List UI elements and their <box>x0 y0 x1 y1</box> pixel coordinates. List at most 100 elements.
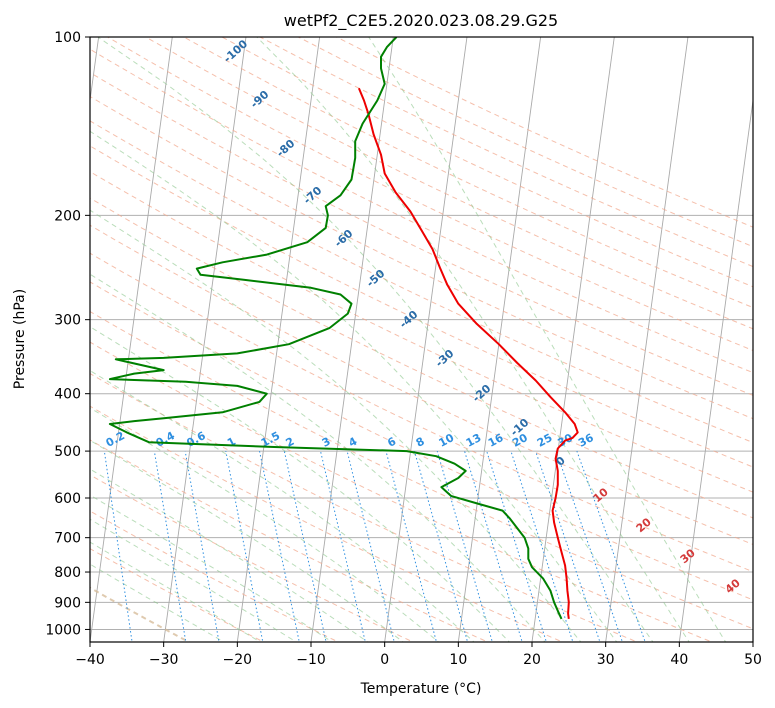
dry-adiabat-line <box>90 281 753 601</box>
reference-line-labels: 0.1 0.2 0.4 0.6 1 1.5 2 3 4 6 8 10 13 16 20 25 30 36-100-… <box>104 37 743 596</box>
dry-adiabat-line <box>90 548 265 642</box>
x-tick-label: −20 <box>223 652 253 668</box>
moist-adiabat-line <box>90 518 298 642</box>
dry-adiabat-line <box>90 171 753 493</box>
moist-adiabat-line <box>90 326 511 642</box>
mixing-ratio-label: 16 <box>486 431 506 450</box>
dry-adiabat-line <box>90 145 753 468</box>
mixing-ratio-label: 0.6 <box>184 429 208 450</box>
dry-adiabat-line <box>90 310 753 630</box>
chart-title: wetPf2_C2E5.2020.023.08.29.G25 <box>284 11 558 31</box>
dry-adiabat-line <box>145 37 753 330</box>
mixing-ratio-line <box>555 450 623 642</box>
isotherm-line <box>384 37 468 642</box>
mixing-ratio-line <box>385 450 437 642</box>
moist-adiabat-line <box>90 439 404 642</box>
mixing-ratio-label: 10 <box>437 431 457 450</box>
mixing-ratio-label: 13 <box>464 431 484 450</box>
y-tick-label: 400 <box>54 387 81 403</box>
mixing-ratio-line <box>464 450 523 642</box>
moist-adiabat-line <box>90 563 225 642</box>
mixing-ratio-label: 0.2 <box>104 429 127 450</box>
mixing-ratio-line <box>57 451 82 644</box>
moist-adiabat-line <box>97 37 654 642</box>
moist-adiabat-line <box>90 370 475 642</box>
x-tick-label: 0 <box>380 652 389 668</box>
isotherm-line <box>236 37 321 642</box>
dry-adiabat-line <box>90 586 191 642</box>
mixing-ratio-label: 4 <box>346 435 359 450</box>
moist-adiabat-label: 20 <box>634 515 654 535</box>
moist-adiabat-line <box>368 37 727 642</box>
x-tick-label: 30 <box>597 652 615 668</box>
mixing-ratio-label: 1 <box>225 435 238 450</box>
dry-adiabat-label: -70 <box>301 184 325 207</box>
mixing-ratio-line <box>184 451 220 642</box>
mixing-ratio-line <box>259 451 300 642</box>
mixing-ratio-line <box>225 451 264 642</box>
dry-adiabat-line <box>90 405 564 642</box>
dry-adiabat-line <box>90 252 753 573</box>
y-tick-label: 1000 <box>45 622 81 638</box>
y-axis-label: Pressure (hPa) <box>12 289 28 389</box>
x-axis-label: Temperature (°C) <box>360 681 482 697</box>
isotherm-line <box>163 37 247 642</box>
x-tick-label: −40 <box>75 652 105 668</box>
x-tick-label: 10 <box>449 652 467 668</box>
y-tick-label: 300 <box>54 313 81 329</box>
mixing-ratio-line <box>320 450 366 642</box>
plot-frame <box>89 36 754 643</box>
moist-adiabat-line <box>90 468 369 642</box>
moist-adiabat-line <box>90 209 582 642</box>
mixing-ratio-line <box>283 450 327 642</box>
dry-adiabat-label: -40 <box>397 308 421 331</box>
mixing-ratio-line <box>153 451 187 642</box>
moist-adiabat-line <box>90 407 440 642</box>
dry-adiabat-line <box>90 510 340 642</box>
dry-adiabat-line <box>90 71 753 396</box>
isotherm-line <box>531 37 615 642</box>
dry-adiabat-label: -90 <box>248 88 272 111</box>
isotherm-line <box>90 37 173 642</box>
y-tick-label: 700 <box>54 531 81 547</box>
isotherm-line <box>678 97 753 642</box>
dry-adiabat-line <box>90 373 639 642</box>
y-tick-label: 100 <box>54 30 81 46</box>
mixing-ratio-line <box>346 450 395 642</box>
y-tick-label: 900 <box>54 595 81 611</box>
mixing-ratio-label: 8 <box>414 435 427 450</box>
y-tick-label: 600 <box>54 491 81 507</box>
x-tick-label: −30 <box>149 652 179 668</box>
dry-adiabat-line <box>90 48 753 374</box>
dry-adiabat-label: -10 <box>508 416 532 439</box>
dry-adiabat-label: -20 <box>470 382 494 405</box>
y-tick-label: 200 <box>54 208 81 224</box>
mixing-ratio-line <box>103 451 133 642</box>
moist-adiabat-line <box>90 273 546 642</box>
y-tick-label: 800 <box>54 565 81 581</box>
dry-adiabat-line <box>90 341 714 642</box>
dry-adiabat-line <box>90 95 753 420</box>
series-line-dewpoint <box>108 37 563 620</box>
mixing-ratio-line <box>414 450 469 642</box>
y-tick-label: 500 <box>54 444 81 460</box>
x-tick-label: 50 <box>744 652 762 668</box>
moist-adiabat-label: 40 <box>723 576 743 596</box>
mixing-ratio-line <box>510 450 574 642</box>
dry-adiabat-line <box>221 37 753 288</box>
isotherm-line <box>310 37 394 642</box>
x-tick-label: 40 <box>670 652 688 668</box>
isotherm-line <box>457 37 542 642</box>
data-series <box>108 37 579 620</box>
series-line-temperature <box>357 87 579 620</box>
mixing-ratio-label: 25 <box>535 431 555 450</box>
moist-adiabat-line <box>90 494 334 642</box>
dry-adiabat-label: -30 <box>433 347 457 370</box>
isotherm-line <box>752 638 753 642</box>
moist-adiabat-line <box>90 130 618 642</box>
axes: −40 −30 −20 −10 0 10 20 30 40 50 1000 900 800 700 600 5… <box>45 30 762 668</box>
dry-adiabat-line <box>259 37 753 268</box>
background-lines <box>57 37 753 644</box>
moist-adiabat-label: 30 <box>678 546 698 566</box>
